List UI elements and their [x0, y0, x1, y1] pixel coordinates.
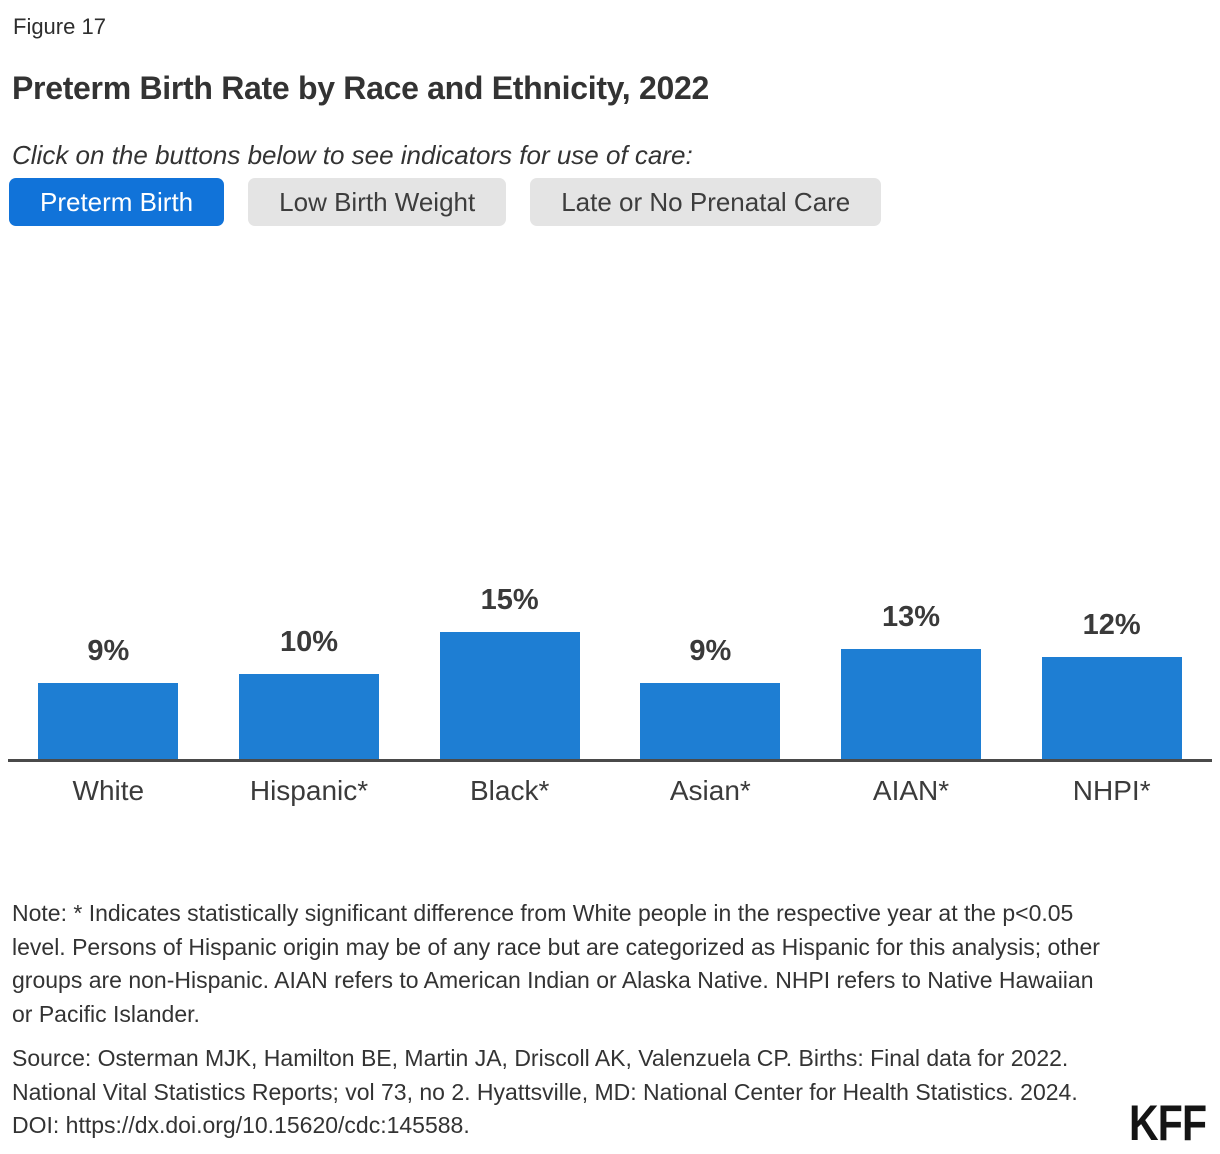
bar-value-label: 15% [480, 584, 539, 616]
bar-white[interactable] [38, 683, 179, 759]
chart-column: 12% [1011, 609, 1212, 759]
kff-logo: KFF [1128, 1095, 1207, 1151]
bar-value-label: 10% [279, 626, 339, 658]
note-text: Note: * Indicates statistically signific… [12, 900, 1100, 1027]
category-label-nhpi: NHPI* [1072, 775, 1151, 806]
button-low-birth-weight[interactable]: Low Birth Weight [248, 178, 507, 226]
bar-value-label: 9% [87, 635, 130, 667]
bar-chart: 9% 10% 15% 9% 13% 12% White Hispanic* Black* Asi… [8, 578, 1212, 807]
bar-nhpi[interactable] [1041, 657, 1182, 759]
bar-value-label: 9% [689, 635, 732, 667]
bar-black[interactable] [439, 632, 580, 759]
bar-aian[interactable] [841, 649, 982, 759]
chart-title: Preterm Birth Rate by Race and Ethnicity… [12, 70, 709, 106]
indicator-button-group: Preterm Birth Low Birth Weight Late or N… [9, 178, 882, 226]
button-late-or-no-prenatal-care[interactable]: Late or No Prenatal Care [530, 178, 882, 226]
chart-column: 13% [811, 601, 1012, 759]
button-preterm-birth[interactable]: Preterm Birth [9, 178, 225, 226]
bar-asian[interactable] [640, 683, 781, 759]
chart-plot-area: 9% 10% 15% 9% 13% 12% [8, 578, 1212, 762]
category-label-asian: Asian* [669, 775, 751, 806]
bar-value-label: 12% [1082, 609, 1141, 641]
chart-category-axis: White Hispanic* Black* Asian* AIAN* NHPI* [8, 762, 1212, 807]
chart-column: 10% [209, 626, 410, 759]
chart-column: 15% [409, 584, 610, 759]
category-label-black: Black* [469, 775, 550, 806]
bar-hispanic[interactable] [239, 674, 379, 759]
source-text: Source: Osterman MJK, Hamilton BE, Marti… [12, 1045, 1078, 1138]
chart-column: 9% [610, 635, 811, 759]
bar-value-label: 13% [882, 601, 941, 633]
category-label-hispanic: Hispanic* [249, 775, 369, 806]
chart-column: 9% [8, 635, 209, 759]
figure-label: Figure 17 [13, 14, 106, 39]
category-label-white: White [72, 775, 145, 806]
category-label-aian: AIAN* [872, 775, 950, 806]
chart-subtitle: Click on the buttons below to see indica… [12, 140, 693, 170]
